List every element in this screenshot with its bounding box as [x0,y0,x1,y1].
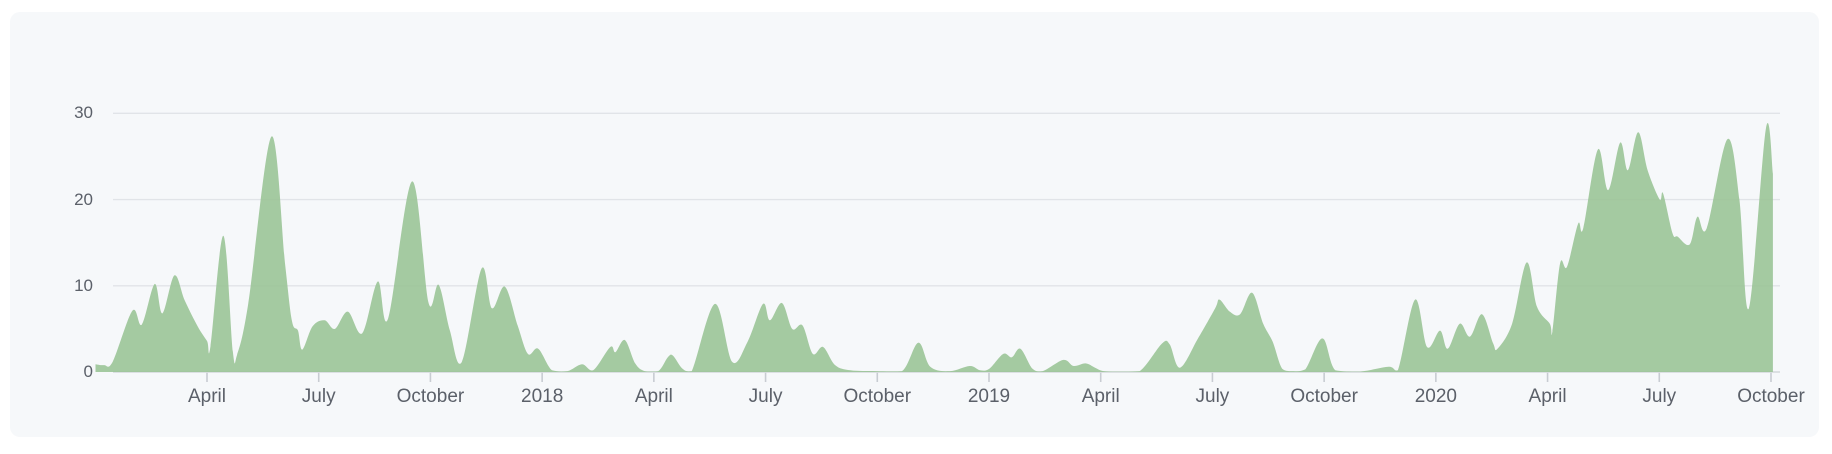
x-axis-label: July [1642,386,1677,407]
x-axis-label: October [1737,386,1805,407]
area-series [95,123,1773,372]
y-axis-label: 10 [74,275,93,295]
y-axis-label: 0 [83,362,93,381]
commit-activity-panel [10,12,1819,437]
x-axis-label: April [1528,386,1567,407]
x-axis-label: April [634,386,673,407]
y-axis-label: 20 [74,189,93,209]
x-axis-label: October [396,386,465,407]
x-axis-label: April [1081,386,1120,407]
axis-ticks [206,372,1772,382]
x-axis-label: July [748,386,783,407]
commit-activity-area[interactable] [95,123,1773,372]
x-axis-label: October [843,386,912,407]
x-axis-label: July [301,386,336,407]
x-axis-label: 2019 [967,386,1011,407]
x-axis-label: October [1290,386,1358,407]
x-axis-label: 2020 [1414,386,1457,407]
x-axis-label: July [1195,386,1230,407]
y-axis-label: 30 [74,103,93,123]
x-axis-label: April [187,386,227,407]
x-axis-label: 2018 [521,386,564,407]
